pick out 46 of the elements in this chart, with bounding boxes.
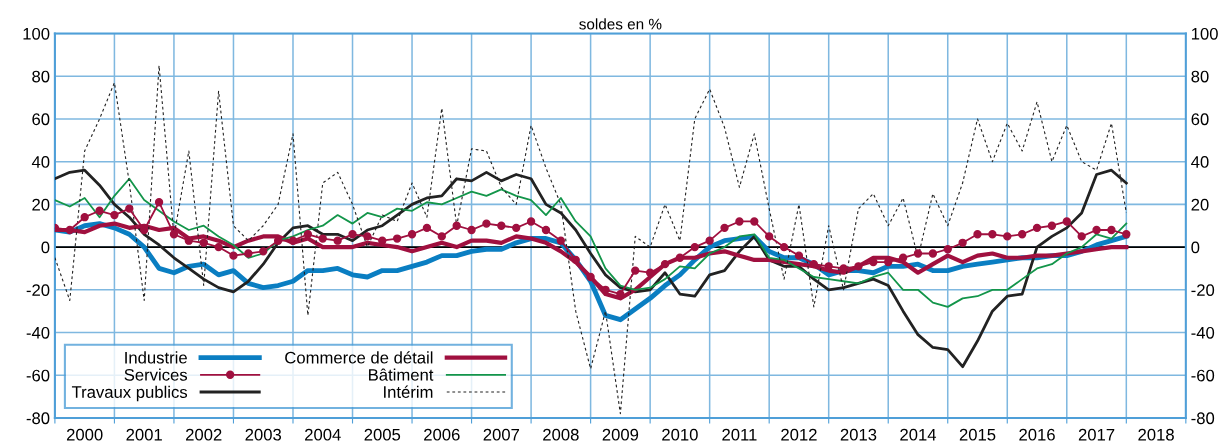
y2-tick-label: 0: [1191, 241, 1200, 254]
x-tick-label: 2012: [781, 428, 817, 441]
x-tick-label: 2015: [959, 428, 996, 441]
chart-title: soldes en %: [579, 18, 662, 30]
x-tick-label: 2001: [126, 428, 162, 441]
x-tick-label: 2011: [722, 428, 757, 441]
y-tick-label: 0: [41, 241, 50, 254]
y-tick-label: -80: [26, 412, 50, 425]
legend-label: Commerce de détail: [285, 351, 433, 364]
x-tick-label: 2008: [543, 428, 579, 441]
y-tick-label: 20: [32, 198, 50, 211]
x-tick-label: 2013: [840, 428, 877, 441]
x-tick-label: 2004: [305, 428, 341, 441]
x-tick-label: 2003: [245, 428, 282, 441]
y2-tick-label: 40: [1191, 156, 1209, 168]
x-tick-label: 2016: [1019, 428, 1055, 441]
y-tick-label: 60: [32, 113, 50, 126]
y2-tick-label: -20: [1191, 284, 1215, 297]
legend-label: Travaux publics: [71, 385, 188, 402]
x-tick-label: 2005: [364, 428, 401, 441]
x-tick-label: 2018: [1138, 428, 1174, 441]
x-tick-label: 2014: [900, 428, 937, 441]
y-tick-label: 40: [31, 156, 50, 168]
x-tick-label: 2000: [66, 428, 103, 441]
x-tick-label: 2002: [186, 428, 222, 441]
y2-tick-label: 80: [1191, 70, 1209, 83]
y2-tick-label: 60: [1191, 113, 1209, 126]
legend-label: Industrie: [125, 351, 187, 364]
y-tick-label: 100: [23, 27, 50, 40]
legend-label: Services: [124, 368, 188, 381]
legend-label: Intérim: [384, 385, 433, 398]
x-tick-label: 2006: [424, 428, 460, 441]
x-tick-label: 2017: [1078, 428, 1115, 441]
legend-label: Bâtiment: [369, 368, 434, 381]
y2-tick-label: 100: [1191, 27, 1218, 40]
y-tick-label: -20: [26, 284, 50, 297]
y2-tick-label: -60: [1191, 369, 1215, 382]
x-tick-label: 2009: [602, 428, 639, 441]
y2-tick-label: -80: [1191, 412, 1215, 425]
y-tick-label: -40: [26, 326, 50, 339]
y-tick-label: -60: [26, 369, 50, 382]
y2-tick-label: 20: [1191, 198, 1209, 211]
x-tick-label: 2010: [662, 428, 698, 441]
y-tick-label: 80: [32, 70, 50, 83]
x-tick-label: 2007: [483, 428, 520, 441]
y2-tick-label: -40: [1191, 326, 1215, 339]
